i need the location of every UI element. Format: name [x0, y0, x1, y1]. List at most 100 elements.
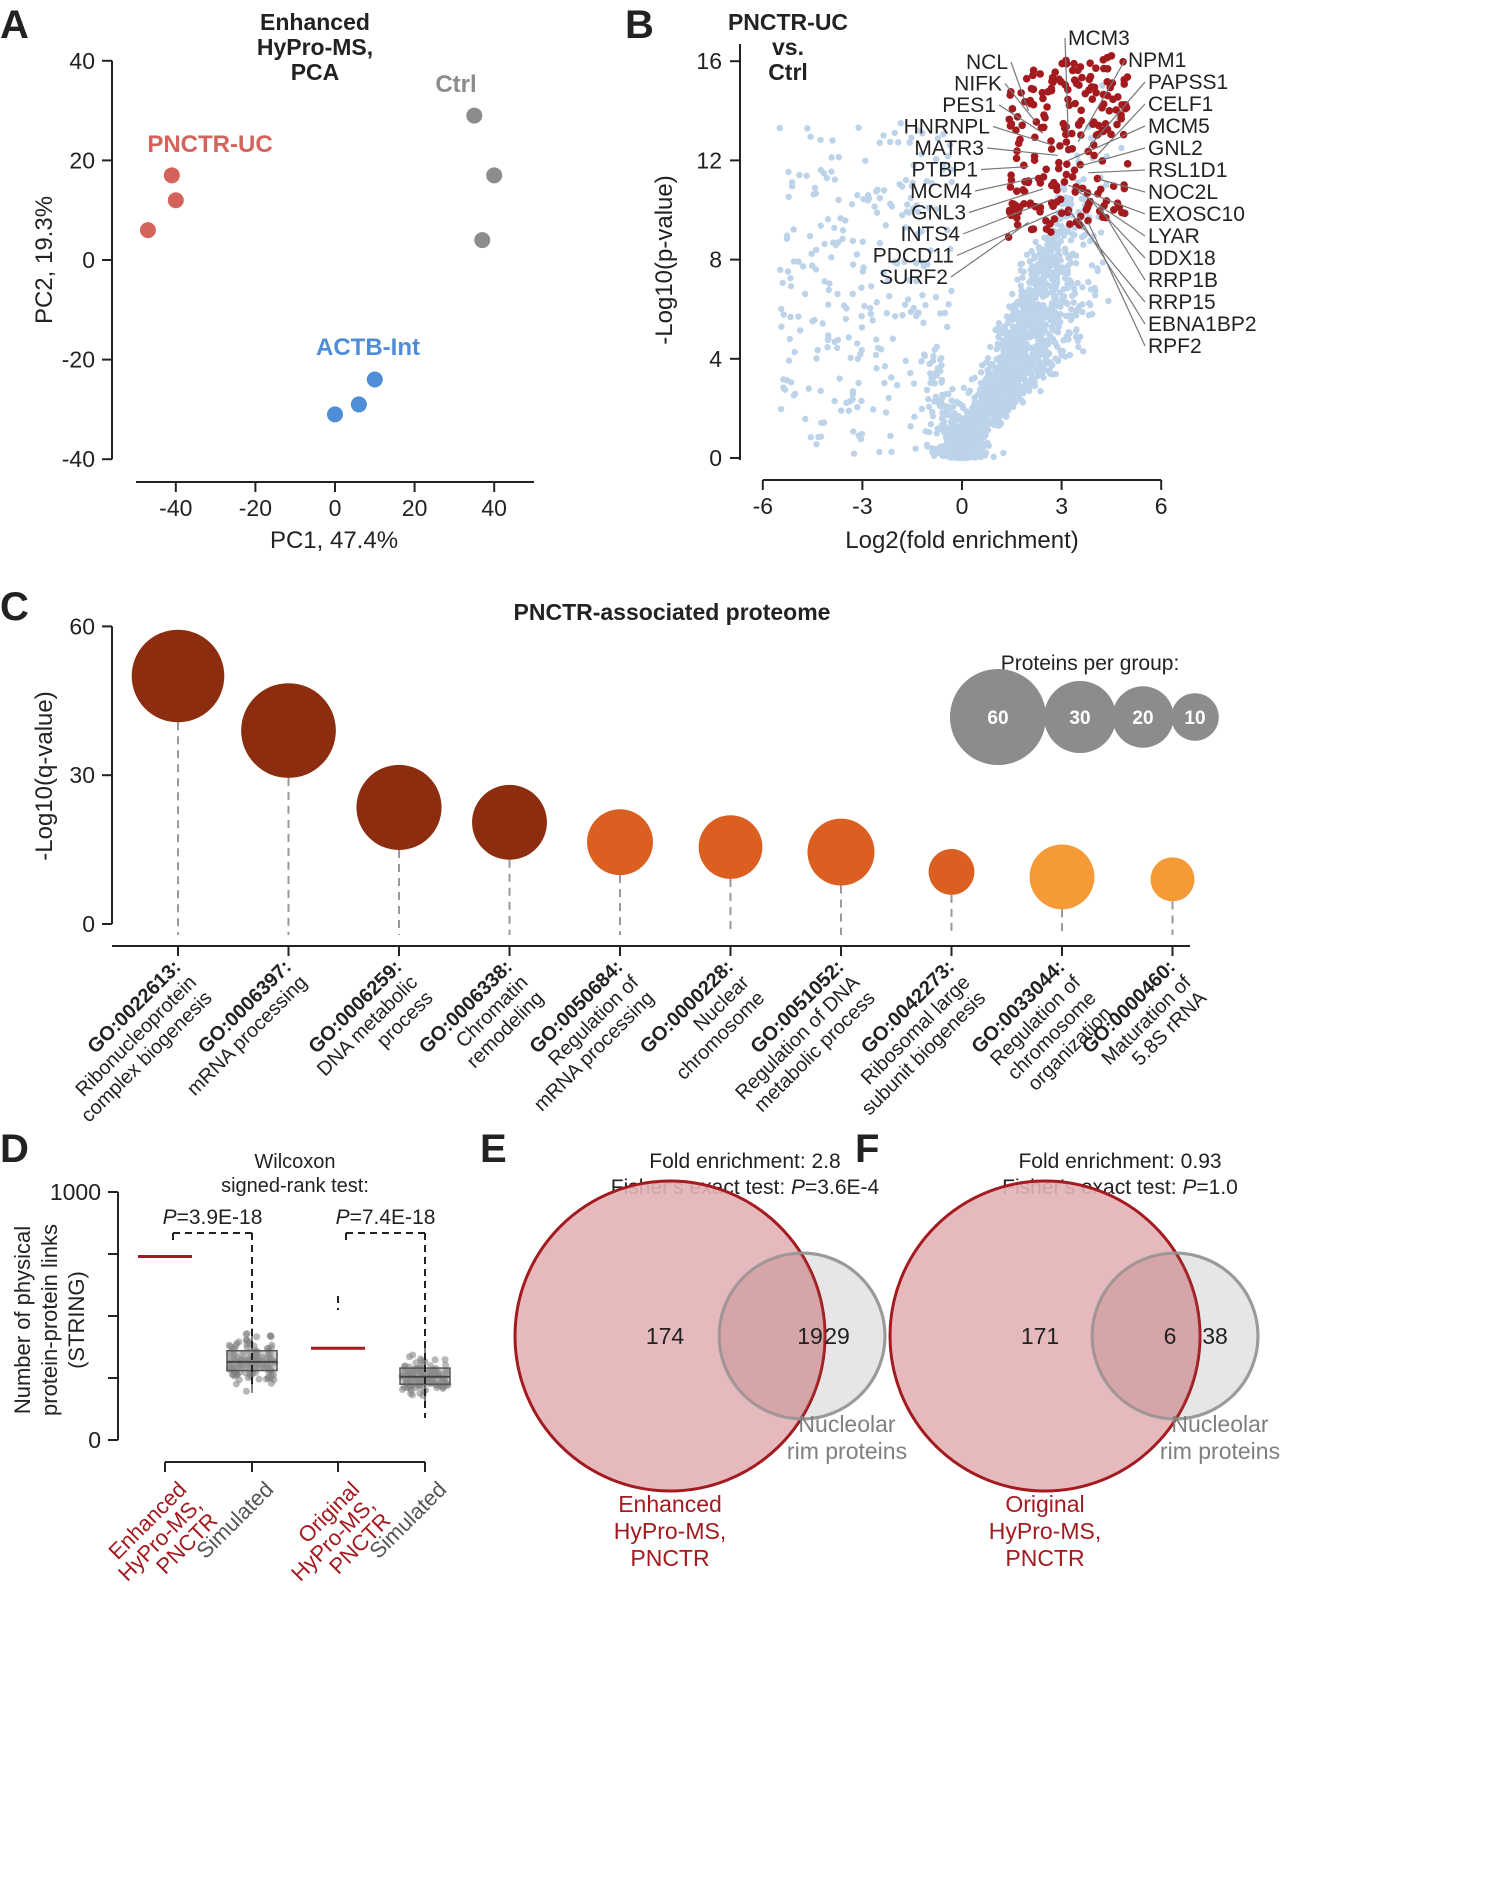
- volcano-point: [883, 309, 891, 317]
- volcano-point: [1062, 299, 1069, 306]
- x-axis-title: PC1, 47.4%: [270, 527, 398, 554]
- volcano-point: [1087, 135, 1095, 142]
- volcano-point: [1079, 348, 1087, 355]
- volcano-point: [862, 157, 869, 164]
- volcano-point: [813, 355, 820, 362]
- volcano-point: [948, 287, 955, 295]
- volcano-point: [805, 385, 812, 392]
- volcano-point: [1075, 343, 1082, 351]
- volcano-point: [872, 351, 880, 359]
- volcano-point: [1086, 237, 1094, 245]
- volcano-point: [873, 299, 880, 306]
- volcano-point: [1064, 267, 1072, 274]
- volcano-point: [790, 392, 798, 399]
- volcano-point: [1049, 237, 1056, 245]
- volcano-leader-lines: [950, 37, 1146, 347]
- chart-title: PNCTR-associated proteome: [514, 599, 831, 625]
- volcano-point: [1060, 186, 1068, 193]
- volcano-point: [869, 317, 876, 324]
- volcano-point: [1045, 330, 1052, 337]
- simulated-point: [242, 1387, 250, 1395]
- volcano-point: [925, 395, 932, 403]
- volcano-point: [837, 215, 844, 222]
- volcano-hit-point: [1012, 126, 1020, 134]
- volcano-hit-point: [1047, 86, 1056, 95]
- volcano-hit-point: [1105, 107, 1114, 115]
- volcano-point: [1079, 308, 1086, 316]
- simulated-point: [407, 1389, 415, 1397]
- volcano-point: [940, 428, 948, 436]
- volcano-point: [1032, 238, 1039, 246]
- volcano-hit-point: [1086, 72, 1095, 81]
- simulated-point: [267, 1379, 275, 1387]
- volcano-hit-point: [1006, 183, 1015, 191]
- volcano-point: [1079, 301, 1086, 308]
- volcano-hit-point: [1062, 170, 1071, 179]
- volcano-point: [826, 280, 833, 287]
- gene-label: LYAR: [1148, 225, 1200, 248]
- legend-bubble-label: 10: [1184, 708, 1205, 729]
- volcano-point: [1031, 255, 1038, 262]
- volcano-point: [1018, 287, 1025, 294]
- y-axis-title: -Log10(p-value): [651, 175, 678, 344]
- volcano-point: [1044, 269, 1051, 276]
- volcano-gene-labels: NCLNIFKPES1HNRNPLMATR3PTBP1MCM4GNL3INTS4…: [873, 27, 1257, 358]
- volcano-point: [820, 169, 828, 177]
- volcano-point: [888, 203, 896, 210]
- simulated-point: [264, 1364, 272, 1372]
- volcano-point: [904, 296, 912, 303]
- volcano-point: [953, 441, 961, 448]
- simulated-point: [441, 1356, 449, 1364]
- volcano-point: [831, 176, 839, 183]
- venn-right-count: 29: [824, 1323, 850, 1349]
- volcano-point: [831, 397, 838, 405]
- volcano-hit-point: [1092, 64, 1100, 72]
- volcano-point: [996, 398, 1003, 405]
- fisher-p: P: [1182, 1176, 1196, 1199]
- legend-bubble: [1171, 693, 1219, 741]
- volcano-point: [1022, 291, 1029, 299]
- panel-letter: A: [0, 3, 29, 47]
- test-title: signed-rank test:: [221, 1175, 369, 1197]
- volcano-point: [939, 131, 947, 138]
- gene-label: INTS4: [900, 223, 960, 246]
- volcano-point: [933, 206, 940, 213]
- x-tick-label: 20: [402, 495, 428, 521]
- volcano-point: [786, 335, 794, 343]
- gene-label: PAPSS1: [1148, 71, 1228, 94]
- volcano-hit-point: [1118, 208, 1126, 217]
- volcano-point: [1019, 274, 1026, 281]
- leader-line: [1068, 184, 1146, 215]
- volcano-point: [1103, 181, 1110, 188]
- venn-right-label: rim proteins: [1160, 1438, 1280, 1464]
- gene-label: MCM5: [1148, 115, 1210, 138]
- volcano-point: [858, 284, 865, 291]
- volcano-hit-point: [1057, 78, 1065, 86]
- simulated-point: [439, 1383, 447, 1391]
- volcano-point: [993, 345, 1001, 353]
- volcano-point: [1027, 323, 1035, 331]
- venn-right-label: rim proteins: [787, 1438, 907, 1464]
- volcano-point: [1063, 200, 1071, 208]
- volcano-hit-point: [1010, 200, 1018, 209]
- volcano-point: [1032, 286, 1039, 294]
- volcano-point: [910, 380, 918, 387]
- volcano-hit-point: [1047, 137, 1055, 145]
- gene-label: MCM4: [910, 180, 972, 203]
- legend-title: Proteins per group:: [1001, 652, 1180, 675]
- volcano-point: [987, 363, 994, 370]
- volcano-point: [972, 405, 980, 413]
- leader-line: [992, 125, 1051, 145]
- legend-bubble: [1112, 686, 1174, 748]
- volcano-hit-point: [1070, 166, 1079, 174]
- volcano-point: [948, 178, 955, 186]
- volcano-point: [855, 124, 862, 131]
- volcano-hit-point: [1088, 95, 1097, 103]
- volcano-point: [819, 320, 826, 327]
- volcano-hit-point: [1107, 51, 1116, 60]
- volcano-hit-point: [1123, 73, 1132, 81]
- leader-line: [1010, 61, 1029, 112]
- volcano-hit-point: [1081, 89, 1090, 98]
- leader-line: [968, 188, 1044, 214]
